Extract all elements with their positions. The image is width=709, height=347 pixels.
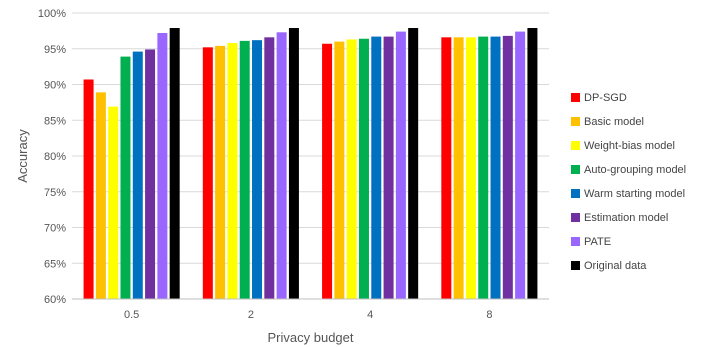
legend: DP-SGD Basic model Weight-bias model Auto-g… bbox=[571, 92, 686, 272]
bar bbox=[408, 28, 419, 299]
legend-swatch bbox=[571, 237, 580, 246]
bar bbox=[276, 32, 287, 300]
bar bbox=[83, 79, 94, 300]
legend-label: Basic model bbox=[584, 116, 644, 128]
bar bbox=[358, 38, 369, 300]
legend-label: Auto-grouping model bbox=[584, 164, 686, 176]
bars bbox=[83, 28, 538, 300]
x-tick-label: 4 bbox=[367, 309, 373, 321]
bar bbox=[264, 37, 275, 300]
bar bbox=[157, 33, 168, 300]
bar bbox=[383, 36, 394, 299]
bar bbox=[108, 106, 119, 299]
bar bbox=[252, 40, 263, 300]
y-tick-label: 90% bbox=[44, 80, 66, 92]
axes: 60% 65% 70% 75% 80% 85% 90% 95% 100% 0.5 2 4 8 bbox=[38, 8, 549, 321]
gridlines bbox=[72, 12, 549, 300]
legend-swatch bbox=[571, 213, 580, 222]
bar bbox=[202, 47, 213, 299]
y-tick-label: 60% bbox=[44, 294, 66, 306]
legend-swatch bbox=[571, 93, 580, 102]
bar bbox=[288, 28, 299, 299]
bar bbox=[95, 92, 106, 300]
legend-swatch bbox=[571, 141, 580, 150]
bar bbox=[527, 28, 538, 299]
bar bbox=[120, 56, 131, 299]
x-tick-label: 2 bbox=[248, 309, 254, 321]
legend-swatch bbox=[571, 165, 580, 174]
y-tick-label: 95% bbox=[44, 44, 66, 56]
legend-label: PATE bbox=[584, 236, 611, 248]
bar bbox=[490, 36, 501, 299]
bar bbox=[478, 36, 489, 299]
bar bbox=[441, 37, 452, 300]
bar bbox=[169, 28, 180, 299]
legend-label: Estimation model bbox=[584, 212, 668, 224]
bar bbox=[227, 43, 238, 299]
y-tick-label: 85% bbox=[44, 115, 66, 127]
y-tick-label: 100% bbox=[38, 8, 66, 20]
bar bbox=[322, 43, 333, 300]
bar bbox=[145, 49, 156, 300]
bar bbox=[346, 39, 357, 300]
bar bbox=[502, 35, 513, 299]
legend-swatch bbox=[571, 261, 580, 270]
bar bbox=[371, 36, 382, 299]
y-tick-label: 65% bbox=[44, 258, 66, 270]
y-tick-label: 70% bbox=[44, 223, 66, 235]
bar bbox=[395, 31, 406, 300]
y-axis-title: Accuracy bbox=[15, 129, 30, 183]
legend-label: Warm starting model bbox=[584, 188, 685, 200]
legend-swatch bbox=[571, 189, 580, 198]
y-tick-label: 80% bbox=[44, 151, 66, 163]
legend-label: Original data bbox=[584, 260, 647, 272]
bar bbox=[515, 31, 526, 300]
bar bbox=[215, 45, 226, 299]
bar bbox=[334, 41, 345, 299]
bar bbox=[132, 51, 143, 299]
x-axis-title: Privacy budget bbox=[268, 330, 354, 345]
legend-label: Weight-bias model bbox=[584, 140, 675, 152]
y-tick-label: 75% bbox=[44, 187, 66, 199]
legend-label: DP-SGD bbox=[584, 92, 627, 104]
bar bbox=[239, 40, 250, 299]
x-tick-label: 8 bbox=[486, 309, 492, 321]
bar bbox=[453, 37, 464, 300]
x-tick-label: 0.5 bbox=[124, 309, 139, 321]
bar bbox=[465, 37, 476, 300]
legend-swatch bbox=[571, 117, 580, 126]
